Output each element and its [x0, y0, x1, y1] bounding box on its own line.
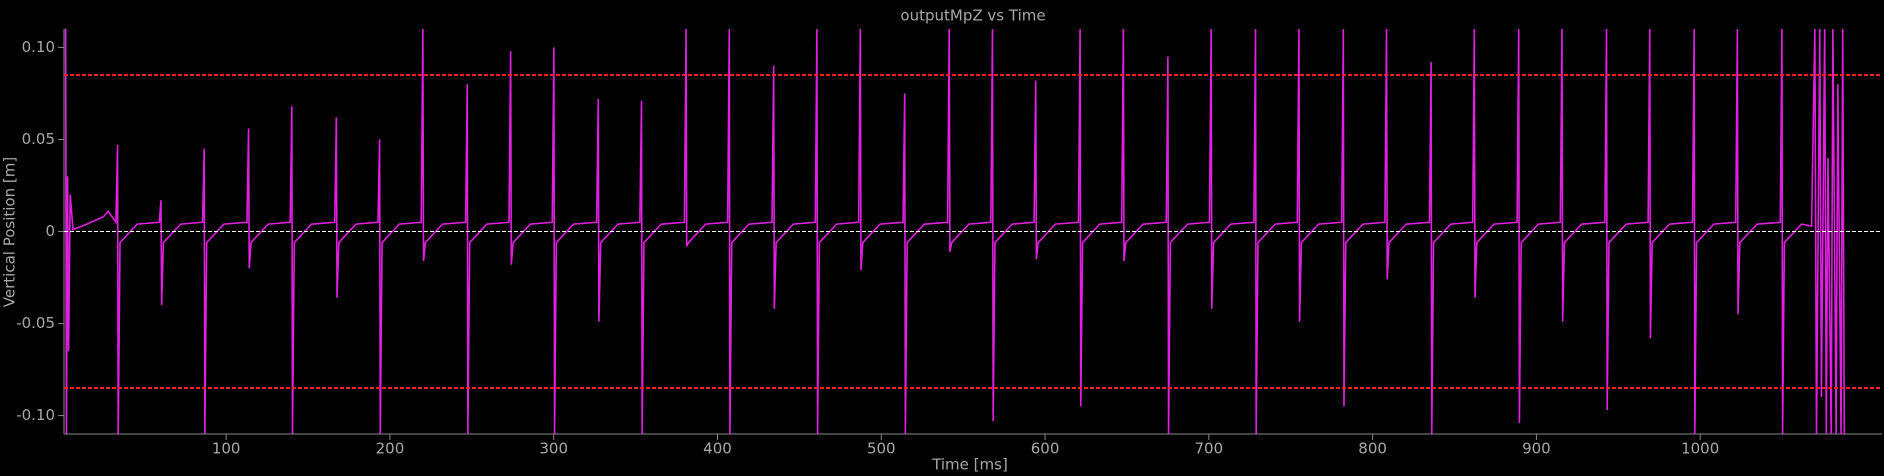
y-tick-label: 0.10 — [22, 38, 55, 56]
x-tick-label: 1000 — [1681, 440, 1719, 458]
y-tick-label: -0.10 — [16, 406, 55, 424]
chart-title: outputMpZ vs Time — [900, 7, 1045, 25]
x-tick-label: 600 — [1031, 440, 1060, 458]
plot-area — [64, 29, 1882, 434]
data-line — [64, 29, 1846, 434]
x-tick-label: 100 — [212, 440, 241, 458]
x-tick-label: 900 — [1522, 440, 1551, 458]
x-tick-label: 400 — [703, 440, 732, 458]
x-tick-label: 300 — [539, 440, 568, 458]
y-tick-label: -0.05 — [16, 314, 55, 332]
y-tick-label: 0.05 — [22, 130, 55, 148]
y-tick-label: 0 — [45, 222, 55, 240]
x-tick-label: 500 — [867, 440, 896, 458]
x-tick-label: 800 — [1358, 440, 1387, 458]
x-axis-label: Time [ms] — [931, 456, 1008, 474]
x-tick-label: 700 — [1195, 440, 1224, 458]
x-tick-label: 200 — [376, 440, 405, 458]
y-axis-label: Vertical Position [m] — [1, 157, 19, 307]
